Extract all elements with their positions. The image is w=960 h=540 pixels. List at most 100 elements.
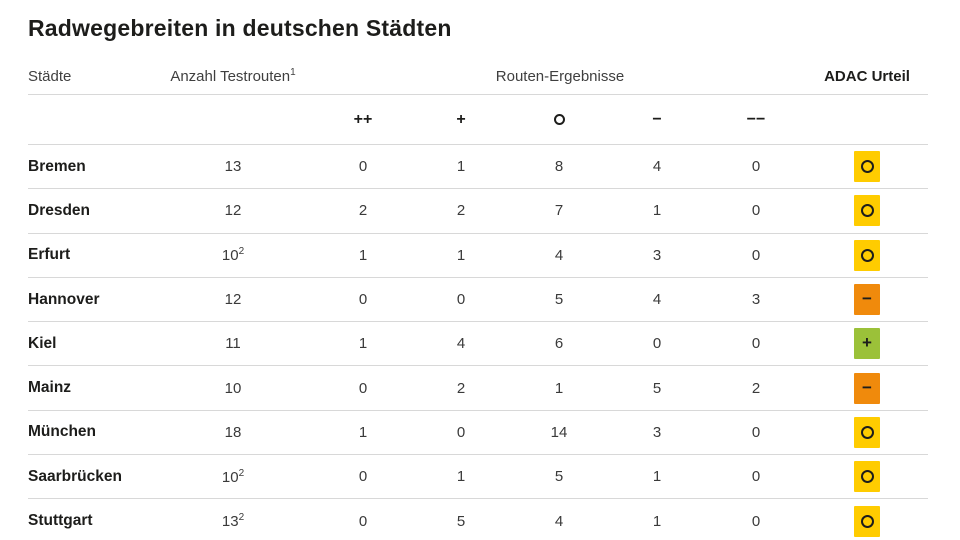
- rating-count-plus: 4: [456, 335, 466, 353]
- rating-count-minus: 4: [652, 158, 662, 176]
- adac-urteil-badge-minus: −: [854, 372, 880, 404]
- table-row: Dresden 12 2 2 7 1 0: [28, 189, 928, 234]
- rating-count-plus-plus: 0: [358, 379, 368, 397]
- rating-count-circle: 7: [554, 202, 564, 220]
- anzahl-testrouten-value: 102: [168, 468, 298, 486]
- minus-rating-icon: −: [862, 377, 872, 397]
- city-name: Saarbrücken: [28, 467, 122, 485]
- anzahl-testrouten-value: 102: [168, 246, 298, 264]
- circle-rating-icon: [860, 160, 874, 174]
- anzahl-value: 13: [224, 158, 242, 176]
- rating-count-plus-plus: 1: [358, 423, 368, 441]
- plus-rating-icon: +: [862, 333, 872, 353]
- rating-count-minus-minus: 0: [751, 202, 761, 220]
- rating-count-circle: 5: [554, 291, 564, 309]
- rating-count-circle: 14: [550, 423, 568, 441]
- anzahl-value: 10: [224, 379, 242, 397]
- col-header-anzahl: Anzahl Testrouten1: [168, 67, 298, 94]
- rating-count-plus: 2: [456, 379, 466, 397]
- rating-count-circle: 8: [554, 158, 564, 176]
- table-body: Bremen 13 0 1 8 4 0 Dresden 12 2 2 7 1 0 Erfurt 102 1 1 4 3…: [28, 145, 928, 540]
- rating-count-plus-plus: 2: [358, 202, 368, 220]
- anzahl-value: 10: [221, 247, 239, 265]
- col-header-anzahl-label: Anzahl Testrouten: [170, 68, 291, 85]
- circle-rating-icon: [860, 248, 874, 262]
- symbol-header-plus: +: [456, 110, 466, 128]
- table-row: Erfurt 102 1 1 4 3 0: [28, 234, 928, 278]
- adac-urteil-badge-plus: +: [854, 328, 880, 360]
- circle-rating-icon: [553, 113, 565, 125]
- table-row: München 18 1 0 14 3 0: [28, 411, 928, 456]
- footnote-marker-1: 1: [290, 67, 296, 78]
- symbol-header-minus: −: [652, 110, 662, 128]
- table-row: Stuttgart 132 0 5 4 1 0: [28, 499, 928, 540]
- rating-count-minus: 3: [652, 423, 662, 441]
- city-name: Kiel: [28, 334, 57, 352]
- anzahl-value: 12: [224, 291, 242, 309]
- city-name: Bremen: [28, 157, 86, 175]
- rating-count-plus: 1: [456, 468, 466, 486]
- urteil-cell: −: [806, 372, 928, 404]
- rating-count-plus-plus: 0: [358, 512, 368, 530]
- urteil-cell: [806, 239, 928, 271]
- anzahl-value: 13: [221, 513, 239, 531]
- adac-urteil-badge-neutral: [854, 505, 880, 537]
- table-row: Kiel 11 1 4 6 0 0 +: [28, 322, 928, 367]
- urteil-cell: [806, 151, 928, 183]
- anzahl-value: 18: [224, 423, 242, 441]
- city-name: Erfurt: [28, 246, 71, 264]
- anzahl-testrouten-value: 10: [168, 380, 298, 397]
- symbol-header-circle: [510, 111, 608, 129]
- anzahl-testrouten-value: 12: [168, 202, 298, 219]
- header-spacer: [298, 85, 314, 94]
- anzahl-testrouten-value: 132: [168, 512, 298, 530]
- rating-count-minus: 1: [652, 468, 662, 486]
- ratings-table: Städte Anzahl Testrouten1 Routen-Ergebni…: [28, 43, 928, 540]
- city-name: München: [28, 423, 97, 441]
- adac-urteil-badge-neutral: [854, 461, 880, 493]
- rating-count-circle: 1: [554, 379, 564, 397]
- adac-urteil-badge-neutral: [854, 151, 880, 183]
- rating-count-circle: 5: [554, 468, 564, 486]
- circle-rating-icon: [860, 425, 874, 439]
- urteil-cell: [806, 505, 928, 537]
- circle-rating-icon: [860, 204, 874, 218]
- rating-count-plus-plus: 0: [358, 468, 368, 486]
- table-row: Mainz 10 0 2 1 5 2 −: [28, 366, 928, 411]
- rating-count-plus: 0: [456, 291, 466, 309]
- anzahl-value: 12: [224, 202, 242, 220]
- symbol-header-minus-minus: −−: [746, 110, 766, 128]
- rating-count-minus: 1: [652, 202, 662, 220]
- rating-count-minus: 0: [652, 335, 662, 353]
- anzahl-testrouten-value: 13: [168, 158, 298, 175]
- rating-count-plus-plus: 1: [358, 246, 368, 264]
- anzahl-testrouten-value: 18: [168, 424, 298, 441]
- rating-count-minus-minus: 0: [751, 423, 761, 441]
- rating-count-circle: 4: [554, 512, 564, 530]
- symbol-header-row: ++ + − −−: [28, 95, 928, 145]
- rating-count-plus-plus: 0: [358, 291, 368, 309]
- rating-count-plus: 2: [456, 202, 466, 220]
- anzahl-value: 11: [225, 335, 241, 353]
- col-header-urteil: ADAC Urteil: [824, 68, 910, 85]
- city-name: Mainz: [28, 379, 72, 397]
- footnote-marker-2: 2: [238, 467, 245, 479]
- footnote-marker-2: 2: [238, 246, 245, 258]
- table-row: Bremen 13 0 1 8 4 0: [28, 145, 928, 190]
- adac-urteil-badge-neutral: [854, 416, 880, 448]
- rating-count-minus-minus: 0: [751, 468, 761, 486]
- urteil-cell: −: [806, 284, 928, 316]
- city-name: Stuttgart: [28, 512, 93, 530]
- page-title: Radwegebreiten in deutschen Städten: [28, 15, 452, 41]
- rating-count-minus-minus: 0: [751, 246, 761, 264]
- rating-count-plus: 1: [456, 246, 466, 264]
- anzahl-testrouten-value: 12: [168, 291, 298, 308]
- rating-count-plus: 5: [456, 512, 466, 530]
- rating-count-minus: 3: [652, 246, 662, 264]
- city-name: Hannover: [28, 290, 100, 308]
- urteil-cell: +: [806, 328, 928, 360]
- adac-urteil-badge-neutral: [854, 239, 880, 271]
- rating-count-minus: 1: [652, 512, 662, 530]
- col-header-staedte: Städte: [28, 68, 72, 85]
- col-header-ergebnisse: Routen-Ergebnisse: [495, 68, 625, 85]
